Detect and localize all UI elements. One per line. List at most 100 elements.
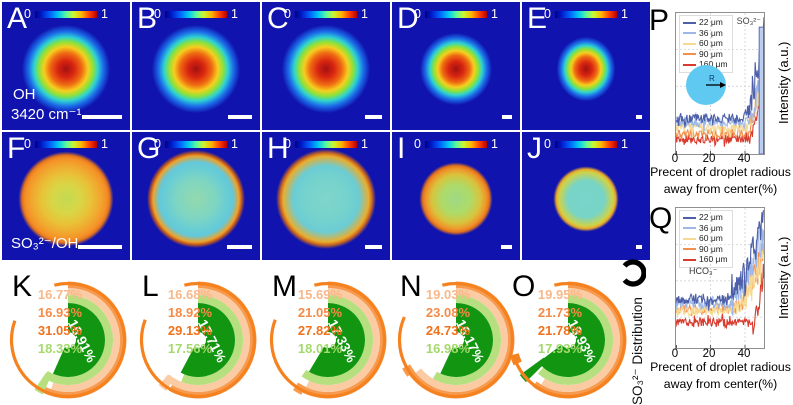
donut-row: K 16.91% 16.77% 16.93% 31.05% 18.33% L 1…	[0, 270, 648, 405]
colorbar: 0 1	[284, 137, 368, 151]
legend-label: 60 μm	[699, 38, 723, 48]
colorbar-max-label: 1	[491, 7, 498, 21]
colorbar-min-label: 0	[544, 7, 551, 21]
rotation-arc-icon	[622, 259, 646, 287]
legend: 22 μm 36 μm 60 μm 90 μm 160 μm	[679, 210, 733, 268]
panel-letter: P	[649, 4, 670, 37]
legend-line-swatch	[683, 63, 696, 66]
donut-L: L 17.71% 16.68% 18.92% 29.13% 17.56%	[138, 270, 258, 400]
annotation-ratio: SO₃²⁻/OH	[11, 235, 79, 252]
colorbar-gradient	[295, 10, 357, 18]
legend-line-swatch	[683, 258, 696, 261]
panel-letter: E	[527, 2, 548, 35]
droplet-image	[146, 148, 246, 249]
side-label: 15.69%	[297, 287, 342, 302]
panel-P: P 22 μm 36 μm 60 μm 90 μm 160 μm SO₃²⁻	[648, 0, 793, 198]
droplet-image	[18, 150, 114, 247]
side-label: 18.01%	[297, 341, 342, 356]
colorbar: 0 1	[414, 7, 498, 21]
colorbar-min-label: 0	[544, 137, 551, 151]
colorbar-max-label: 1	[491, 137, 498, 151]
colorbar: 0 1	[544, 137, 628, 151]
panel-letter: O	[512, 270, 536, 303]
donut-O: O 18.93% 19.95% 21.73% 21.78% 17.93%	[508, 270, 628, 400]
donut-side-labels: 16.68% 18.92% 29.13% 17.56%	[138, 286, 212, 358]
droplet-image	[279, 21, 373, 116]
colorbar-max-label: 1	[361, 7, 368, 21]
donut-side-labels: 16.77% 16.93% 31.05% 18.33%	[8, 286, 82, 358]
legend-line-swatch	[683, 42, 696, 45]
panel-letter: L	[142, 270, 159, 303]
legend-row: 22 μm	[683, 17, 728, 28]
legend-line-swatch	[683, 227, 696, 230]
legend-label: 60 μm	[699, 233, 723, 243]
side-label: 24.73%	[425, 323, 470, 338]
x-axis-label: Precent of droplet radious away from cen…	[644, 359, 793, 393]
panel-H: 0 1 H	[262, 132, 390, 260]
legend-line-swatch	[683, 53, 696, 56]
donut-M: M 17.33% 15.69% 21.05% 27.82% 18.01%	[268, 270, 388, 400]
scale-bar	[227, 245, 252, 249]
x-axis-label-line2: away from center(%)	[663, 182, 778, 197]
x-tick-label: 40	[737, 348, 751, 360]
x-axis-label-line1: Precent of droplet radious	[650, 360, 791, 374]
legend-row: 90 μm	[683, 243, 728, 255]
donut-side-labels: 19.95% 21.73% 21.78% 17.93%	[508, 286, 582, 358]
colorbar: 0 1	[154, 7, 238, 21]
legend-row: 36 μm	[683, 222, 728, 234]
colorbar: 0 1	[24, 7, 108, 21]
donut-side-labels: 15.69% 21.05% 27.82% 18.01%	[268, 286, 342, 358]
x-tick-label: 20	[702, 348, 716, 360]
panel-C: 0 1 C	[262, 2, 390, 130]
side-label: 17.93%	[537, 341, 582, 356]
colorbar-min-label: 0	[414, 7, 421, 21]
side-label: 18.33%	[37, 341, 82, 356]
donut-svg	[397, 281, 515, 399]
legend-row: 160 μm	[683, 59, 728, 70]
side-label: 21.73%	[537, 305, 582, 320]
colorbar-min-label: 0	[154, 7, 161, 21]
side-label: 31.05%	[37, 323, 82, 338]
x-tick-label: 40	[737, 153, 751, 165]
scale-bar	[502, 115, 512, 119]
panel-D: 0 1 D	[392, 2, 520, 130]
droplet-image	[555, 34, 617, 103]
legend-row: 160 μm	[683, 254, 728, 265]
panel-G: 0 1 G	[132, 132, 260, 260]
donut-svg	[510, 281, 627, 399]
panel-J: 0 1 J	[522, 132, 650, 260]
scale-bar	[636, 115, 642, 119]
x-tick-label: 0	[671, 153, 679, 165]
colorbar-gradient	[555, 10, 617, 18]
side-label: 16.77%	[37, 287, 82, 302]
chemical-label: HCO₃⁻	[689, 266, 718, 276]
y-axis-label: Intensity (a.u.)	[776, 41, 791, 124]
colorbar-gradient	[165, 140, 227, 148]
panel-letter: J	[527, 132, 542, 165]
legend-label: 160 μm	[699, 59, 728, 69]
panel-letter: G	[137, 132, 161, 165]
legend-label: 36 μm	[699, 222, 723, 233]
side-label: 21.78%	[537, 323, 582, 338]
colorbar-gradient	[295, 140, 357, 148]
colorbar: 0 1	[154, 137, 238, 151]
panel-letter: I	[397, 132, 406, 165]
panel-letter: F	[7, 132, 26, 165]
donut-side-labels: 19.03% 23.08% 24.73% 16.98%	[396, 286, 470, 358]
scale-bar	[82, 115, 122, 119]
side-label: 19.95%	[537, 287, 582, 302]
svg-text:R: R	[709, 74, 715, 83]
x-tick-label: 20	[702, 153, 716, 165]
panel-letter: M	[272, 270, 297, 303]
legend-label: 36 μm	[699, 27, 723, 38]
panel-letter: K	[12, 270, 33, 303]
colorbar-min-label: 0	[24, 7, 31, 21]
legend-label: 90 μm	[699, 243, 723, 254]
droplet-image	[418, 30, 494, 107]
scale-bar	[228, 115, 252, 119]
x-tick-label: 0	[671, 348, 679, 360]
legend-line-swatch	[683, 216, 696, 219]
panel-A: 0 1 A OH 3420 cm⁻¹	[2, 2, 130, 130]
panel-letter: D	[397, 2, 419, 35]
